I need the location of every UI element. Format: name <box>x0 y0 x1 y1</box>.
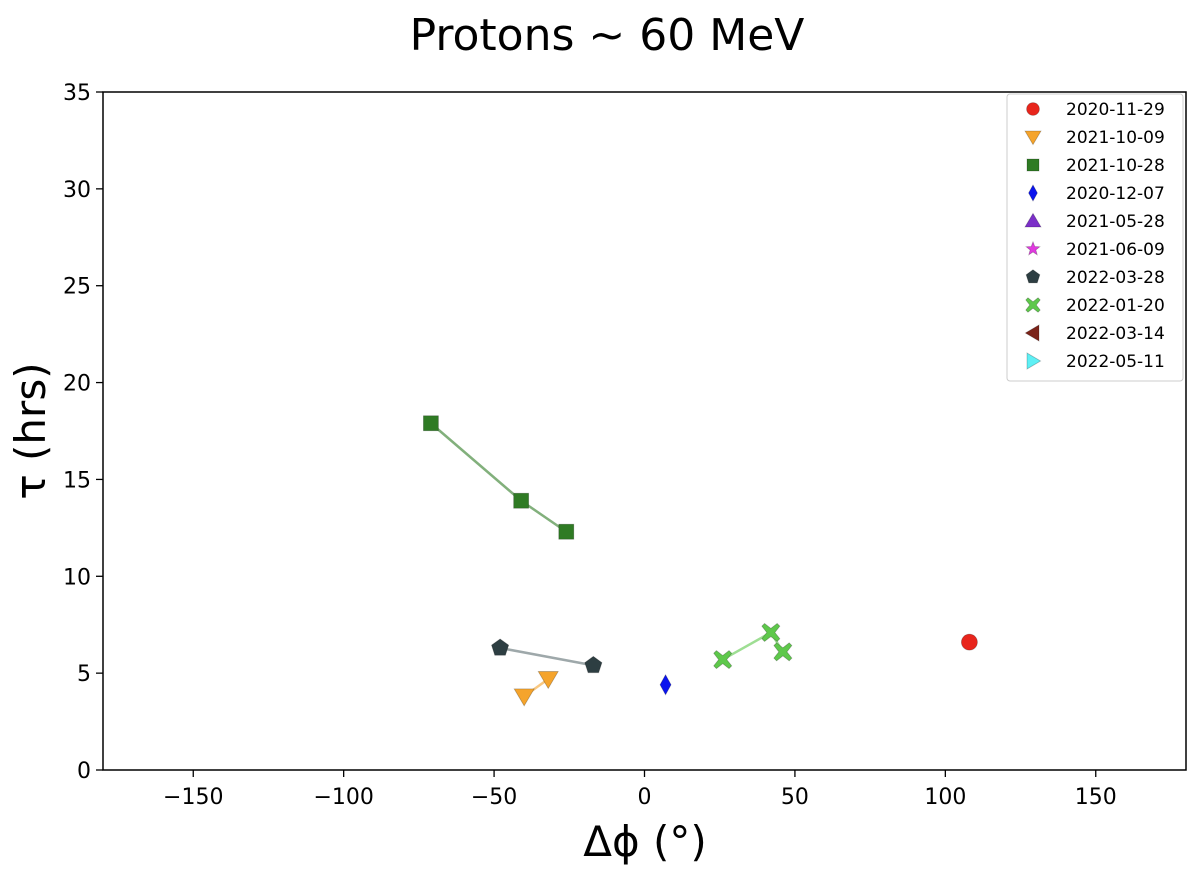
legend-label: 2021-06-09 <box>1066 240 1165 260</box>
data-point-2022-01-20 <box>761 622 781 642</box>
x-axis-label: Δϕ (°) <box>583 817 707 866</box>
data-point-2021-10-09 <box>513 688 535 707</box>
legend: 2020-11-29 2021-10-09 2021-10-28 2020-12-07… <box>1006 93 1184 382</box>
legend-label: 2021-05-28 <box>1066 212 1165 232</box>
legend-label: 2022-03-28 <box>1066 268 1165 288</box>
legend-marker-2020-12-07 <box>1028 184 1038 202</box>
legend-label: 2020-11-29 <box>1066 100 1165 120</box>
data-point-2020-11-29 <box>961 633 978 651</box>
y-tick-label: 10 <box>63 565 91 590</box>
legend-marker-2022-03-28 <box>1025 269 1041 284</box>
data-point-2021-10-28 <box>558 523 575 540</box>
x-tick-label: 100 <box>924 785 966 810</box>
y-tick-label: 0 <box>77 759 91 784</box>
legend-label: 2020-12-07 <box>1066 184 1165 204</box>
chart-title: Protons ~ 60 MeV <box>410 10 805 61</box>
series-markers <box>423 415 978 707</box>
legend-marker-2022-01-20 <box>1025 297 1041 313</box>
legend-marker-2022-03-14 <box>1024 324 1040 342</box>
data-point-2022-03-28 <box>584 655 603 674</box>
data-point-2022-03-28 <box>491 638 510 656</box>
y-axis: 0 5 10 15 20 25 30 35 <box>63 81 103 784</box>
x-tick-label: −150 <box>163 785 223 810</box>
x-tick-label: −100 <box>313 785 373 810</box>
data-point-2022-01-20 <box>773 642 793 662</box>
y-tick-label: 30 <box>63 178 91 203</box>
series-line-2022-03-28 <box>499 646 594 667</box>
data-point-2020-12-07 <box>659 673 672 696</box>
legend-label: 2021-10-28 <box>1066 156 1165 176</box>
legend-box <box>1006 93 1184 382</box>
data-point-2021-10-28 <box>513 492 530 509</box>
x-tick-label: 0 <box>638 785 652 810</box>
series-line-2021-10-28 <box>430 422 567 533</box>
legend-marker-2021-05-28 <box>1024 212 1042 228</box>
legend-label: 2022-01-20 <box>1066 296 1165 316</box>
data-point-2021-10-28 <box>423 415 439 432</box>
y-tick-label: 15 <box>63 468 91 493</box>
legend-marker-2021-10-28 <box>1026 158 1040 172</box>
data-point-2021-10-09 <box>537 671 559 690</box>
legend-marker-2020-11-29 <box>1026 102 1040 116</box>
y-tick-label: 20 <box>63 372 91 397</box>
data-point-2022-01-20 <box>713 650 733 670</box>
legend-label: 2022-05-11 <box>1066 352 1165 372</box>
legend-marker-2022-05-11 <box>1026 352 1042 370</box>
legend-label: 2021-10-09 <box>1066 128 1165 148</box>
legend-marker-2021-06-09 <box>1025 240 1041 256</box>
x-tick-label: −50 <box>471 785 517 810</box>
y-axis-label: τ (hrs) <box>6 362 55 499</box>
x-tick-label: 50 <box>781 785 809 810</box>
x-tick-label: 150 <box>1075 785 1117 810</box>
y-tick-label: 5 <box>77 662 91 687</box>
x-axis: −150 −100 −50 0 50 100 150 <box>163 770 1117 810</box>
y-tick-label: 25 <box>63 275 91 300</box>
legend-marker-2021-10-09 <box>1024 130 1042 146</box>
y-tick-label: 35 <box>63 81 91 106</box>
legend-label: 2022-03-14 <box>1066 324 1165 344</box>
